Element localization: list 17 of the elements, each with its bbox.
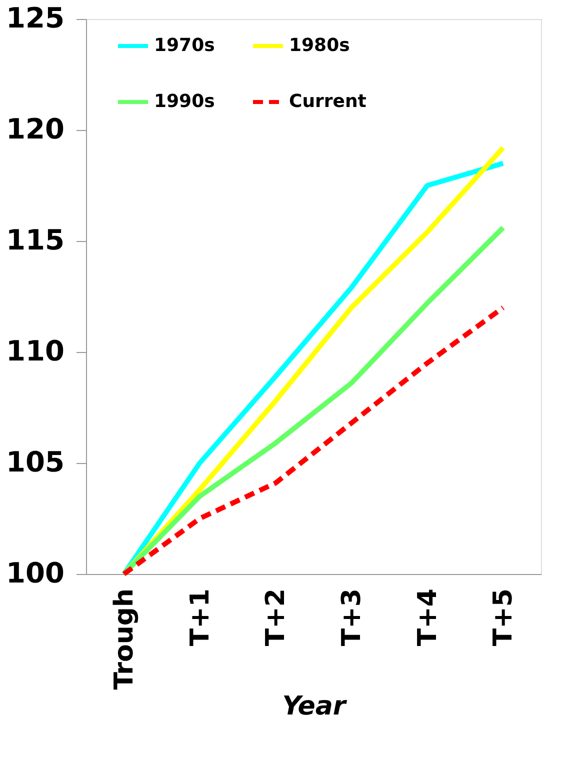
x-tick-label: T+4: [412, 588, 443, 646]
x-axis-title: Year: [282, 692, 348, 722]
x-tick-label: T+3: [336, 588, 367, 646]
y-tick-label: 105: [6, 446, 64, 478]
x-tick-label: Trough: [109, 588, 140, 690]
legend-label: 1980s: [289, 35, 350, 56]
y-tick-label: 110: [6, 334, 64, 368]
y-tick-label: 125: [6, 2, 64, 34]
legend-label: Current: [289, 91, 367, 112]
x-tick-label: T+1: [185, 588, 216, 646]
y-tick-label: 115: [6, 224, 64, 256]
y-tick-label: 100: [6, 556, 64, 590]
legend-label: 1970s: [154, 35, 215, 56]
y-tick-label: 120: [6, 112, 64, 146]
legend-label: 1990s: [154, 91, 215, 112]
x-tick-label: T+5: [488, 588, 519, 646]
x-tick-label: T+2: [261, 588, 292, 646]
